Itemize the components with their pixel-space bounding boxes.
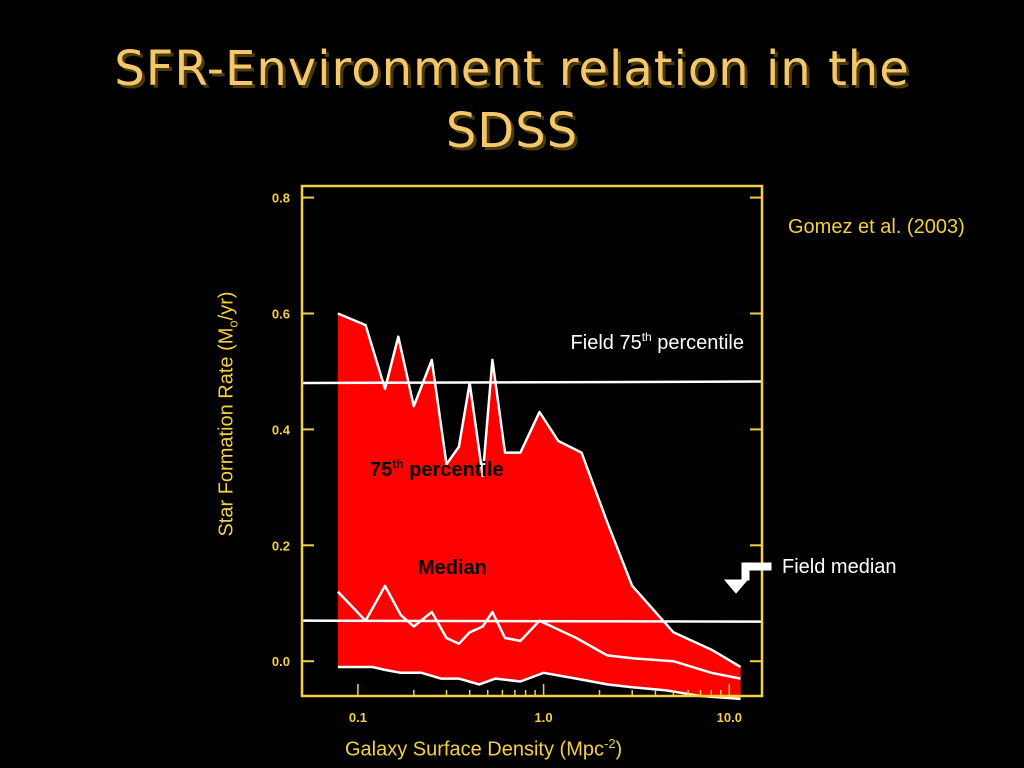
slide-title-line-2: SDSS [445, 103, 579, 159]
percentile-75th-label: 75th percentile [370, 457, 504, 481]
sfr-75th-band [337, 313, 741, 699]
field-75th-line [301, 380, 763, 385]
citation: Gomez et al. (2003) [788, 216, 965, 238]
y-tick-label-4: 0.8 [272, 191, 290, 206]
x-tick-label-0: 0.1 [349, 710, 367, 725]
median-line [336, 584, 741, 680]
y-tick-label-0: 0.0 [272, 654, 290, 669]
y-axis-title: Star Formation Rate (Mo/yr) [215, 291, 241, 537]
y-tick-label-1: 0.2 [272, 538, 290, 553]
x-tick-label-2: 10.0 [717, 710, 742, 725]
slide-title-line-1: SFR-Environment relation in the [114, 41, 910, 97]
y-tick-label-3: 0.6 [272, 307, 290, 322]
x-tick-label-1: 1.0 [535, 710, 553, 725]
median-label: Median [418, 557, 487, 579]
field-median-line [301, 619, 763, 623]
y-tick-label-2: 0.4 [272, 422, 291, 437]
field-75th-label: Field 75th percentile [571, 330, 744, 354]
percentile-75th-line [337, 312, 742, 669]
slide-title: SFR-Environment relation in the SDSS [0, 38, 1024, 162]
arrow-down-icon [723, 562, 772, 594]
plot-frame [300, 184, 764, 698]
x-axis-title: Galaxy Surface Density (Mpc-2) [345, 736, 623, 761]
lower-bound-line [337, 665, 741, 701]
field-median-label: Field median [782, 556, 897, 578]
